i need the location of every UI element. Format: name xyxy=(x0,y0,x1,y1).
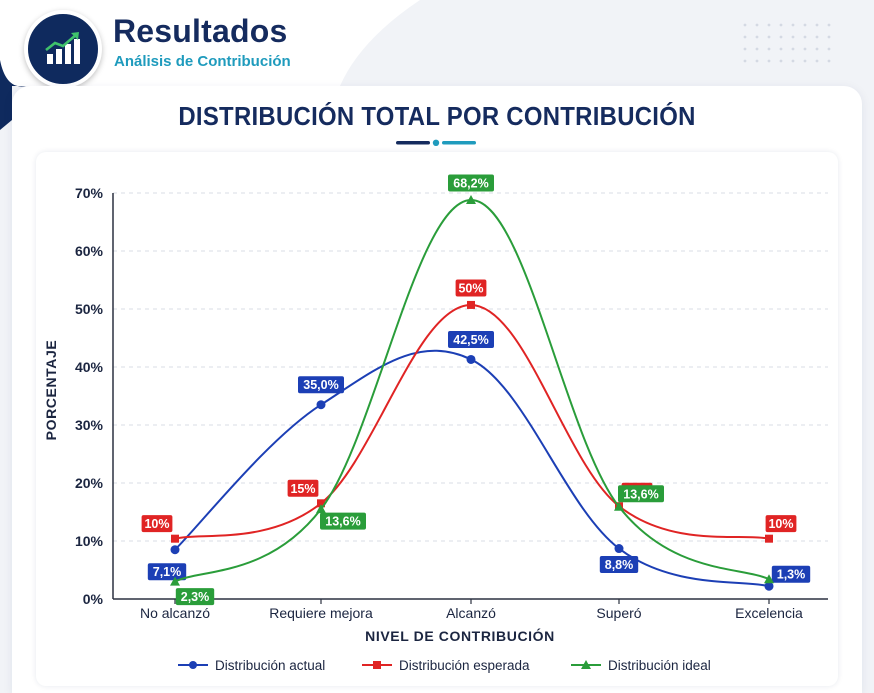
chart-growth-icon xyxy=(24,10,102,88)
y-tick-label: 20% xyxy=(75,475,104,491)
dot-pattern-decoration xyxy=(743,23,831,63)
data-label-box xyxy=(298,376,344,394)
series-line-actual xyxy=(174,349,770,588)
data-label-text: 1,3% xyxy=(777,568,806,582)
data-point-ideal xyxy=(466,194,476,204)
title-underline-decoration xyxy=(396,139,476,146)
data-point-ideal xyxy=(170,576,180,586)
data-label-text: 50% xyxy=(458,281,483,295)
legend-marker xyxy=(581,660,591,669)
x-tick-label: Excelencia xyxy=(735,605,803,621)
data-label-actual: 35,0% xyxy=(298,376,344,394)
page-subtitle: Análisis de Contribución xyxy=(114,53,291,70)
data-label-text: 15% xyxy=(290,482,315,496)
y-axis-label: PORCENTAJE xyxy=(43,340,59,441)
y-tick-label: 0% xyxy=(83,591,104,607)
data-label-box xyxy=(448,174,494,192)
legend-item-ideal: Distribución ideal xyxy=(571,658,711,673)
data-point-esperada xyxy=(765,534,773,543)
plot-panel xyxy=(36,152,838,686)
data-label-text: 42,5% xyxy=(453,333,488,347)
data-label-box xyxy=(287,479,319,497)
legend-item-esperada: Distribución esperada xyxy=(362,658,530,673)
data-label-box xyxy=(618,485,664,503)
data-label-ideal: 68,2% xyxy=(448,174,494,192)
data-label-esperada: 10% xyxy=(765,515,797,533)
legend-item-actual: Distribución actual xyxy=(178,658,325,673)
data-label-text: 7,1% xyxy=(153,565,182,579)
y-tick-label: 50% xyxy=(75,301,104,317)
x-axis-label: NIVEL DE CONTRIBUCIÓN xyxy=(365,627,555,644)
legend-marker xyxy=(373,661,381,669)
data-label-actual: 42,5% xyxy=(448,330,494,348)
data-label-box xyxy=(320,512,366,530)
data-point-actual xyxy=(764,581,774,591)
data-label-actual: 7,1% xyxy=(147,563,187,581)
x-tick-label: No alcanzó xyxy=(140,605,210,621)
data-point-ideal xyxy=(316,504,326,514)
legend-label: Distribución ideal xyxy=(608,658,711,673)
data-label-box xyxy=(765,515,797,533)
data-point-actual xyxy=(170,545,180,555)
page-title: Resultados xyxy=(113,13,288,49)
data-label-box xyxy=(455,279,487,297)
data-label-box xyxy=(448,330,494,348)
data-point-esperada xyxy=(467,300,475,309)
x-tick-label: Alcanzó xyxy=(446,605,496,621)
y-tick-label: 40% xyxy=(75,359,104,375)
legend-label: Distribución actual xyxy=(215,658,325,673)
data-label-text: 13,6% xyxy=(325,515,360,529)
data-point-ideal xyxy=(764,574,774,584)
data-label-text: 10% xyxy=(144,517,169,531)
data-label-text: 35,0% xyxy=(303,378,338,392)
x-tick-label: Requiere mejora xyxy=(269,605,373,621)
y-tick-label: 10% xyxy=(75,533,104,549)
data-point-actual xyxy=(466,354,476,364)
data-point-actual xyxy=(316,400,326,410)
legend-label: Distribución esperada xyxy=(399,658,530,673)
y-tick-label: 60% xyxy=(75,243,104,259)
chart-title: DISTRIBUCIÓN TOTAL POR CONTRIBUCIÓN xyxy=(178,101,696,131)
data-point-ideal xyxy=(614,501,624,511)
data-label-actual: 1,3% xyxy=(771,565,811,583)
data-label-box xyxy=(175,588,215,606)
data-label-ideal: 13,6% xyxy=(320,512,366,530)
x-tick-label: Superó xyxy=(596,605,641,621)
data-label-esperada: 50% xyxy=(455,279,487,297)
legend-marker xyxy=(189,661,197,669)
data-label-ideal: 2,3% xyxy=(175,588,215,606)
data-label-box xyxy=(599,556,639,574)
data-label-actual: 8,8% xyxy=(599,556,639,574)
data-label-text: 2,3% xyxy=(181,590,210,604)
data-label-esperada: 10% xyxy=(141,515,173,533)
data-label-esperada: 15% xyxy=(287,479,319,497)
data-label-text: 13,6% xyxy=(623,487,658,501)
data-point-actual xyxy=(614,544,624,554)
data-label-box xyxy=(147,563,187,581)
y-tick-label: 30% xyxy=(75,417,104,433)
data-label-ideal: 13,6% xyxy=(618,485,664,503)
data-label-text: 10% xyxy=(768,517,793,531)
data-point-esperada xyxy=(171,534,179,543)
data-point-esperada xyxy=(317,499,325,508)
series-line-ideal xyxy=(174,198,770,583)
y-tick-label: 70% xyxy=(75,185,104,201)
data-label-text: 68,2% xyxy=(453,176,488,190)
data-label-text: 8,8% xyxy=(605,558,634,572)
data-label-box xyxy=(141,515,173,533)
data-label-box xyxy=(771,565,811,583)
